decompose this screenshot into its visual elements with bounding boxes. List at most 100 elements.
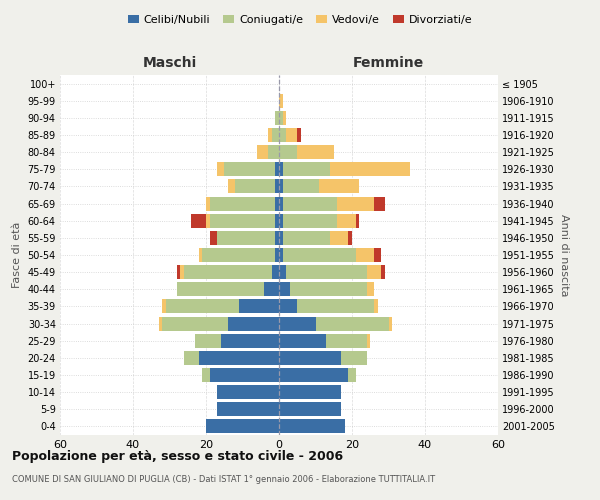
Bar [224, 162, 275, 176]
Bar [239, 300, 279, 314]
Bar [217, 402, 279, 416]
Bar [319, 180, 359, 194]
Bar [356, 248, 374, 262]
Bar [283, 231, 330, 245]
Bar [356, 214, 359, 228]
Bar [330, 162, 410, 176]
Bar [279, 128, 286, 142]
Bar [268, 145, 279, 159]
Bar [279, 300, 297, 314]
Bar [195, 334, 221, 347]
Bar [209, 231, 217, 245]
Bar [283, 196, 337, 210]
Bar [228, 316, 279, 330]
Bar [275, 196, 279, 210]
Bar [206, 196, 209, 210]
Text: COMUNE DI SAN GIULIANO DI PUGLIA (CB) - Dati ISTAT 1° gennaio 2006 - Elaborazion: COMUNE DI SAN GIULIANO DI PUGLIA (CB) - … [12, 475, 435, 484]
Bar [279, 231, 283, 245]
Bar [202, 368, 209, 382]
Bar [279, 111, 283, 125]
Bar [162, 316, 228, 330]
Bar [275, 111, 279, 125]
Bar [217, 162, 224, 176]
Bar [330, 231, 349, 245]
Bar [184, 265, 272, 279]
Bar [279, 180, 283, 194]
Bar [257, 145, 268, 159]
Y-axis label: Fasce di età: Fasce di età [12, 222, 22, 288]
Bar [275, 248, 279, 262]
Bar [217, 231, 275, 245]
Bar [374, 300, 377, 314]
Bar [290, 282, 367, 296]
Bar [162, 300, 166, 314]
Bar [209, 196, 275, 210]
Bar [283, 111, 286, 125]
Bar [158, 316, 162, 330]
Bar [337, 214, 356, 228]
Bar [191, 214, 206, 228]
Bar [367, 334, 370, 347]
Bar [283, 214, 337, 228]
Bar [279, 248, 283, 262]
Bar [286, 128, 297, 142]
Text: Femmine: Femmine [353, 56, 424, 70]
Bar [199, 351, 279, 365]
Bar [279, 214, 283, 228]
Bar [374, 248, 381, 262]
Bar [326, 334, 367, 347]
Bar [221, 334, 279, 347]
Bar [279, 282, 290, 296]
Bar [275, 180, 279, 194]
Bar [367, 282, 374, 296]
Bar [279, 316, 316, 330]
Bar [349, 231, 352, 245]
Bar [209, 368, 279, 382]
Text: Maschi: Maschi [142, 56, 197, 70]
Bar [166, 300, 239, 314]
Legend: Celibi/Nubili, Coniugati/e, Vedovi/e, Divorziati/e: Celibi/Nubili, Coniugati/e, Vedovi/e, Di… [124, 10, 476, 29]
Bar [349, 368, 356, 382]
Bar [184, 351, 199, 365]
Bar [367, 265, 381, 279]
Bar [206, 420, 279, 434]
Bar [381, 265, 385, 279]
Bar [279, 402, 341, 416]
Bar [235, 180, 275, 194]
Bar [341, 351, 367, 365]
Bar [279, 162, 283, 176]
Bar [279, 145, 297, 159]
Bar [297, 145, 334, 159]
Bar [297, 128, 301, 142]
Bar [374, 196, 385, 210]
Bar [316, 316, 389, 330]
Bar [181, 265, 184, 279]
Bar [283, 248, 356, 262]
Bar [279, 265, 286, 279]
Bar [279, 368, 349, 382]
Bar [279, 385, 341, 399]
Text: Popolazione per età, sesso e stato civile - 2006: Popolazione per età, sesso e stato civil… [12, 450, 343, 463]
Bar [283, 162, 330, 176]
Bar [217, 385, 279, 399]
Bar [209, 214, 275, 228]
Y-axis label: Anni di nascita: Anni di nascita [559, 214, 569, 296]
Bar [272, 128, 279, 142]
Bar [275, 231, 279, 245]
Bar [268, 128, 272, 142]
Bar [275, 162, 279, 176]
Bar [265, 282, 279, 296]
Bar [337, 196, 374, 210]
Bar [389, 316, 392, 330]
Bar [275, 214, 279, 228]
Bar [286, 265, 367, 279]
Bar [279, 196, 283, 210]
Bar [279, 351, 341, 365]
Bar [283, 180, 319, 194]
Bar [202, 248, 275, 262]
Bar [199, 248, 202, 262]
Bar [279, 420, 344, 434]
Bar [279, 334, 326, 347]
Bar [279, 94, 283, 108]
Bar [297, 300, 374, 314]
